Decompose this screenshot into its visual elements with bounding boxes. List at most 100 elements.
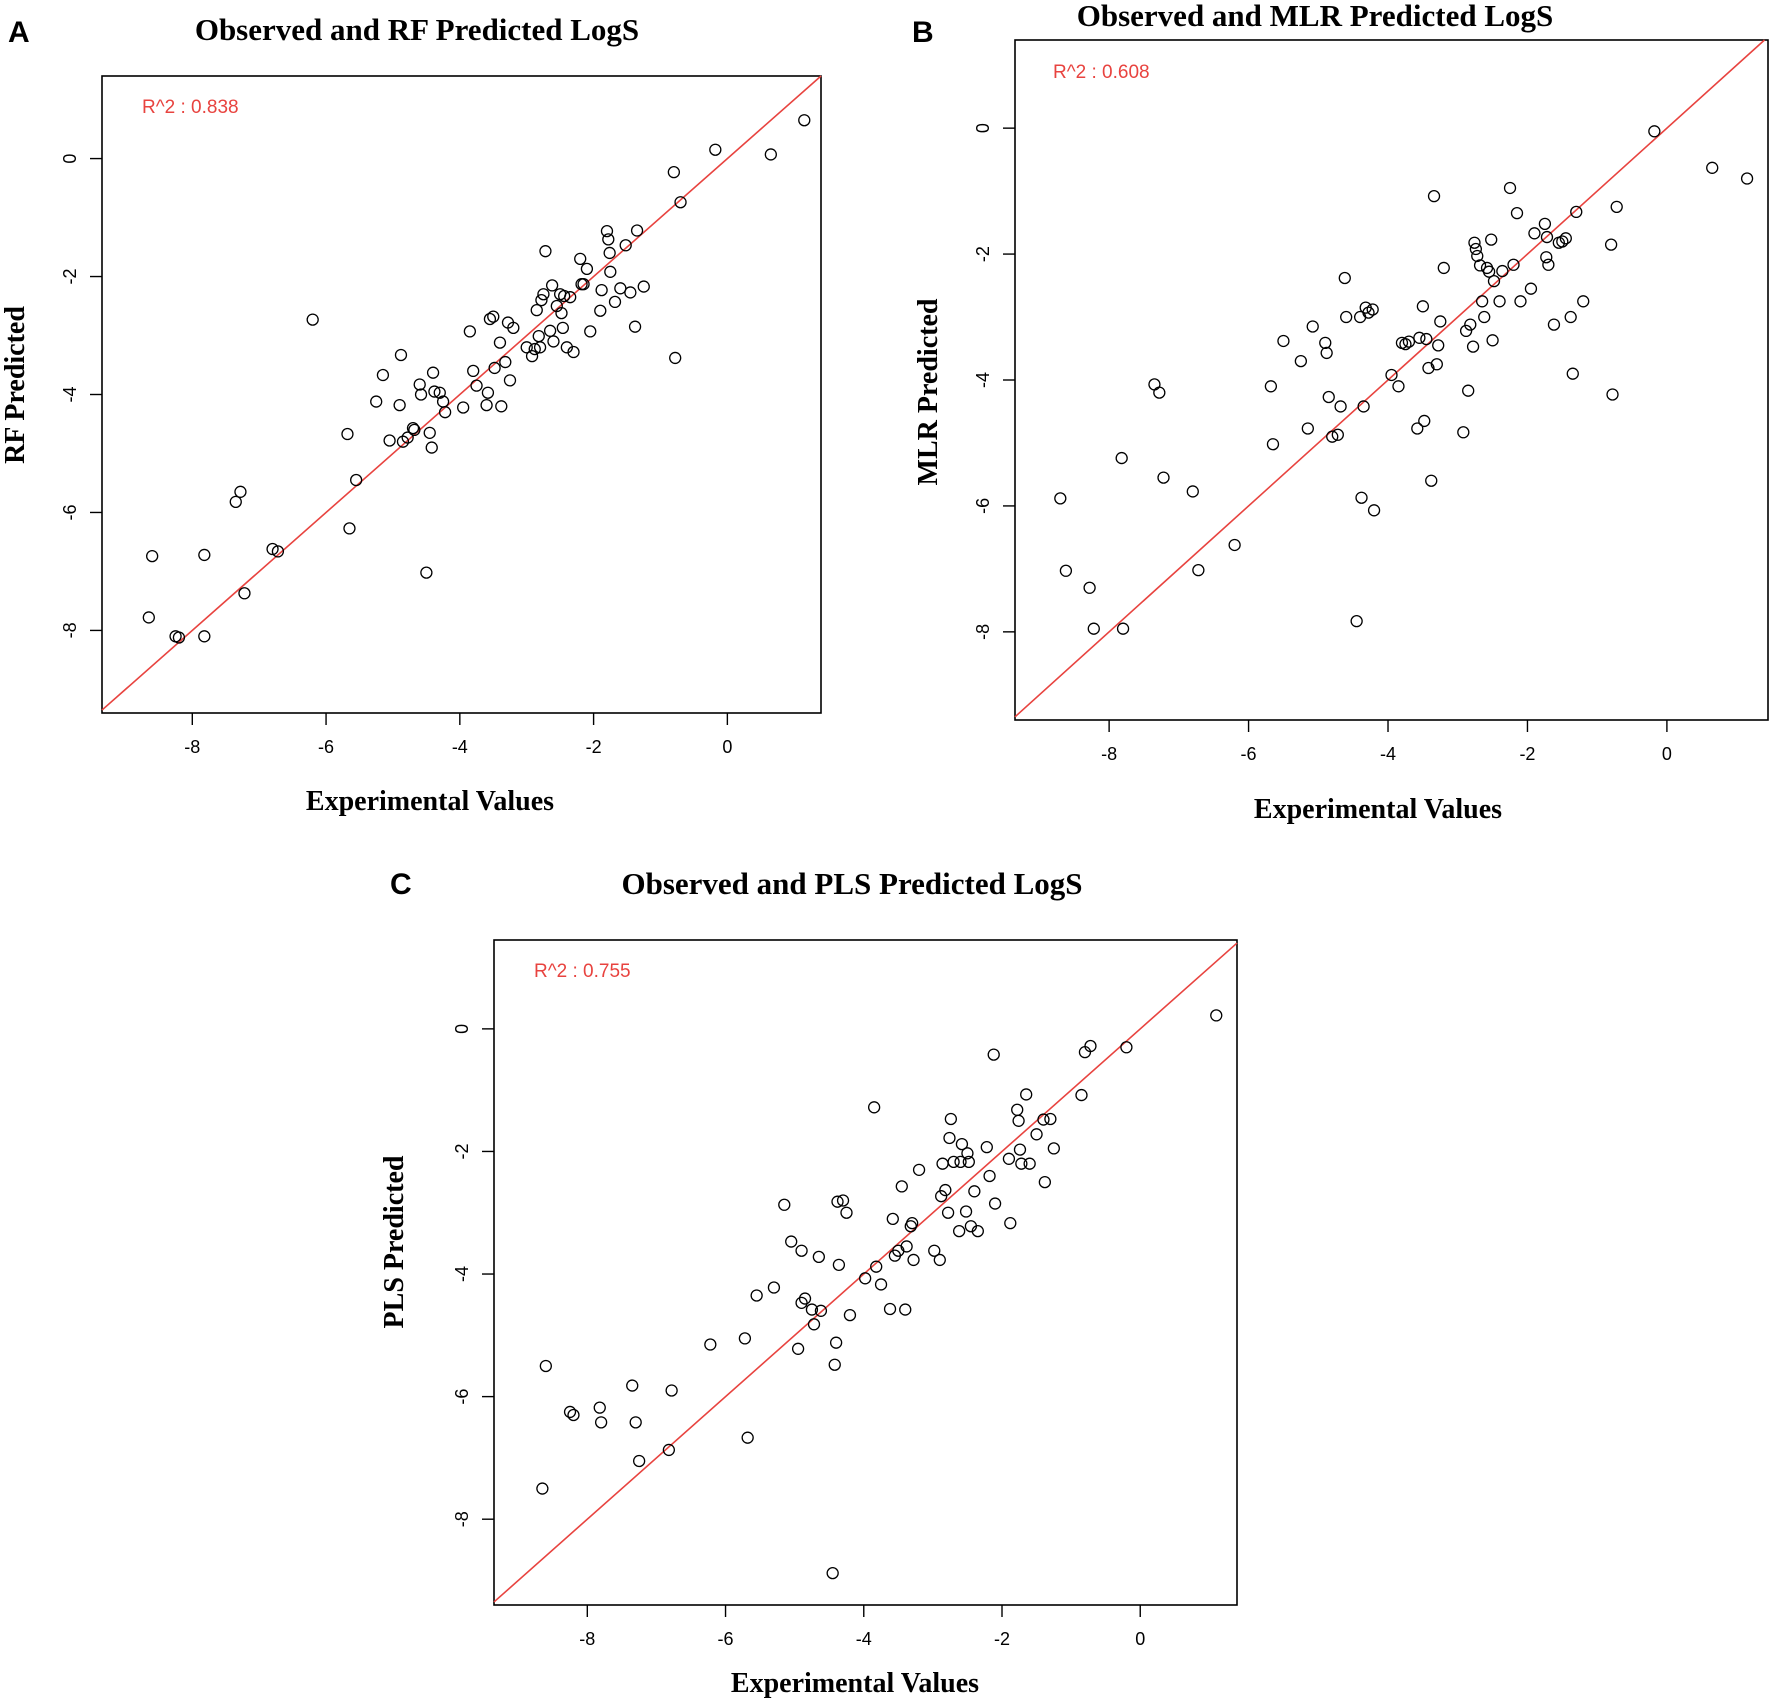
y-tick-label: -8 — [973, 624, 993, 640]
data-point — [1023, 1157, 1036, 1170]
x-tick-label: -6 — [318, 737, 334, 757]
data-point — [928, 1244, 941, 1257]
data-point — [528, 342, 541, 356]
y-tick-label: -6 — [973, 498, 993, 514]
data-point — [832, 1258, 846, 1271]
data-point — [1418, 414, 1431, 428]
data-point — [1015, 1157, 1028, 1170]
data-point — [1357, 400, 1370, 413]
data-point — [547, 335, 560, 348]
y-tick-label: -4 — [452, 1266, 472, 1282]
y-tick-label: -8 — [452, 1511, 472, 1527]
data-point — [798, 1292, 812, 1305]
data-point — [1482, 265, 1496, 278]
data-point — [567, 345, 580, 359]
data-point — [383, 434, 396, 447]
data-point — [667, 165, 681, 179]
data-point — [954, 1155, 967, 1169]
data-point — [900, 1240, 913, 1253]
data-point — [1116, 622, 1130, 635]
data-point — [895, 1180, 908, 1193]
data-point — [778, 1198, 791, 1211]
data-point — [738, 1332, 752, 1345]
data-point — [1493, 295, 1506, 308]
data-point — [791, 1342, 805, 1355]
data-point — [574, 252, 587, 265]
data-point — [483, 312, 497, 326]
data-point — [785, 1235, 798, 1248]
data-point — [795, 1296, 808, 1309]
data-point — [826, 1566, 839, 1580]
data-point — [146, 549, 159, 563]
data-point — [595, 283, 608, 297]
data-point — [563, 1405, 577, 1419]
data-point — [906, 1217, 919, 1230]
data-point — [980, 1141, 993, 1154]
x-axis-label-c: Experimental Values — [731, 1668, 979, 1698]
data-point — [1385, 368, 1398, 382]
data-point — [1648, 125, 1661, 138]
data-point — [1186, 485, 1199, 498]
data-point — [306, 313, 319, 326]
data-point — [1002, 1152, 1016, 1165]
data-point — [481, 386, 495, 399]
data-point — [350, 473, 363, 487]
data-point — [1496, 264, 1509, 278]
panel-label-a: A — [8, 16, 30, 49]
data-point — [1037, 1113, 1050, 1126]
x-axis-label-b: Experimental Values — [1254, 794, 1502, 825]
panel-label-b: B — [912, 16, 934, 49]
data-point — [971, 1224, 984, 1238]
data-point — [1462, 384, 1475, 397]
y-tick-label: -6 — [60, 504, 80, 520]
data-point — [425, 441, 438, 454]
data-point — [1564, 310, 1577, 324]
data-point — [944, 1112, 958, 1126]
data-point — [234, 485, 247, 498]
y-tick-label: -2 — [452, 1143, 472, 1159]
data-point — [1084, 1039, 1097, 1053]
data-point — [1411, 422, 1424, 435]
data-point — [420, 566, 433, 579]
data-point — [1706, 161, 1719, 174]
data-point — [495, 400, 508, 413]
data-point — [955, 1137, 969, 1151]
y-tick-label: -6 — [452, 1389, 472, 1405]
data-point — [1422, 361, 1435, 375]
data-point — [1350, 614, 1363, 628]
data-point — [1054, 492, 1067, 505]
data-point — [988, 1197, 1002, 1210]
y-tick-label: 0 — [973, 123, 993, 133]
data-point — [968, 1185, 981, 1198]
data-point — [499, 355, 512, 369]
data-point — [1475, 295, 1489, 308]
data-point — [470, 379, 483, 392]
data-point — [933, 1253, 946, 1267]
x-tick-label: -8 — [1101, 744, 1117, 764]
data-point — [593, 1401, 606, 1414]
data-point — [1507, 258, 1520, 271]
data-point — [1059, 564, 1073, 577]
data-point — [1266, 438, 1280, 451]
data-point — [704, 1338, 717, 1351]
data-point — [1115, 451, 1128, 465]
x-tick-label: -8 — [579, 1629, 595, 1649]
data-point — [577, 278, 590, 291]
data-point — [912, 1163, 926, 1176]
y-axis-a: -8 -6 -4 -2 0 — [60, 154, 102, 638]
data-point — [536, 1482, 549, 1495]
y-axis-b: -8 -6 -4 -2 0 — [973, 123, 1015, 640]
data-point — [438, 406, 452, 419]
data-point — [1120, 1041, 1133, 1054]
data-point — [558, 289, 571, 303]
data-point — [1540, 251, 1553, 264]
data-point — [1192, 563, 1205, 577]
data-point — [1320, 346, 1333, 360]
data-point — [266, 542, 279, 556]
data-point — [899, 1303, 912, 1316]
data-point — [939, 1183, 952, 1197]
r2-annotation-b: R^2 : 0.608 — [1053, 62, 1150, 83]
data-point — [907, 1253, 920, 1267]
data-point — [539, 1359, 552, 1373]
x-tick-label: -6 — [718, 1629, 734, 1649]
